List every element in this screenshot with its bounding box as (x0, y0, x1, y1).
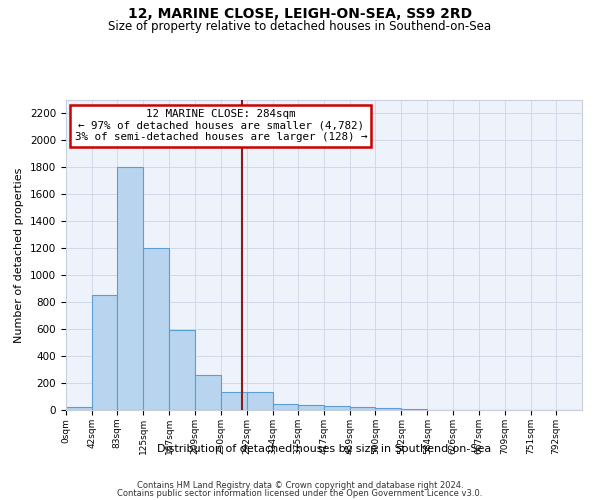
Bar (376, 408, 401, 410)
Bar (66, 406, 92, 410)
Text: Size of property relative to detached houses in Southend-on-Sea: Size of property relative to detached ho… (109, 20, 491, 33)
Bar (350, 408, 376, 410)
Bar (196, 375, 221, 410)
Y-axis label: Number of detached properties: Number of detached properties (14, 168, 25, 342)
Bar (247, 392, 272, 410)
Text: Contains public sector information licensed under the Open Government Licence v3: Contains public sector information licen… (118, 489, 482, 498)
Text: 12 MARINE CLOSE: 284sqm
← 97% of detached houses are smaller (4,782)
3% of semi-: 12 MARINE CLOSE: 284sqm ← 97% of detache… (74, 110, 367, 142)
Bar (143, 248, 169, 410)
Bar (324, 406, 350, 410)
Bar (118, 168, 143, 410)
Text: 12, MARINE CLOSE, LEIGH-ON-SEA, SS9 2RD: 12, MARINE CLOSE, LEIGH-ON-SEA, SS9 2RD (128, 6, 472, 20)
Text: Distribution of detached houses by size in Southend-on-Sea: Distribution of detached houses by size … (157, 444, 491, 454)
Bar (169, 330, 196, 410)
Bar (221, 392, 247, 410)
Text: Contains HM Land Registry data © Crown copyright and database right 2024.: Contains HM Land Registry data © Crown c… (137, 480, 463, 490)
Bar (298, 404, 324, 410)
Bar (272, 404, 298, 410)
Bar (92, 296, 118, 410)
